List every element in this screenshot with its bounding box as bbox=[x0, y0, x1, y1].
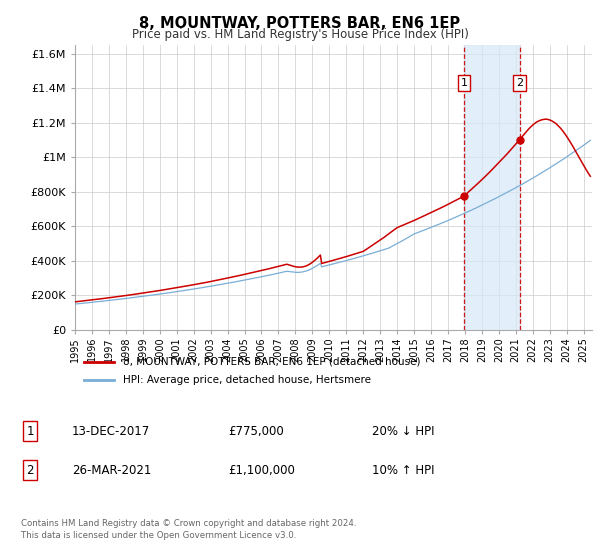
Text: 1: 1 bbox=[26, 424, 34, 438]
Text: £775,000: £775,000 bbox=[228, 424, 284, 438]
Text: 2: 2 bbox=[26, 464, 34, 477]
Text: 26-MAR-2021: 26-MAR-2021 bbox=[72, 464, 151, 477]
Text: Price paid vs. HM Land Registry's House Price Index (HPI): Price paid vs. HM Land Registry's House … bbox=[131, 28, 469, 41]
Text: 8, MOUNTWAY, POTTERS BAR, EN6 1EP: 8, MOUNTWAY, POTTERS BAR, EN6 1EP bbox=[139, 16, 461, 31]
Text: 13-DEC-2017: 13-DEC-2017 bbox=[72, 424, 150, 438]
Bar bbox=[464, 45, 520, 330]
Text: £1,100,000: £1,100,000 bbox=[228, 464, 295, 477]
Text: 1: 1 bbox=[461, 78, 467, 88]
Text: This data is licensed under the Open Government Licence v3.0.: This data is licensed under the Open Gov… bbox=[21, 531, 296, 540]
Text: 8, MOUNTWAY, POTTERS BAR, EN6 1EP (detached house): 8, MOUNTWAY, POTTERS BAR, EN6 1EP (detac… bbox=[122, 357, 420, 367]
Text: 20% ↓ HPI: 20% ↓ HPI bbox=[372, 424, 434, 438]
Text: Contains HM Land Registry data © Crown copyright and database right 2024.: Contains HM Land Registry data © Crown c… bbox=[21, 520, 356, 529]
Text: 10% ↑ HPI: 10% ↑ HPI bbox=[372, 464, 434, 477]
Text: HPI: Average price, detached house, Hertsmere: HPI: Average price, detached house, Hert… bbox=[122, 375, 371, 385]
Text: 2: 2 bbox=[516, 78, 523, 88]
